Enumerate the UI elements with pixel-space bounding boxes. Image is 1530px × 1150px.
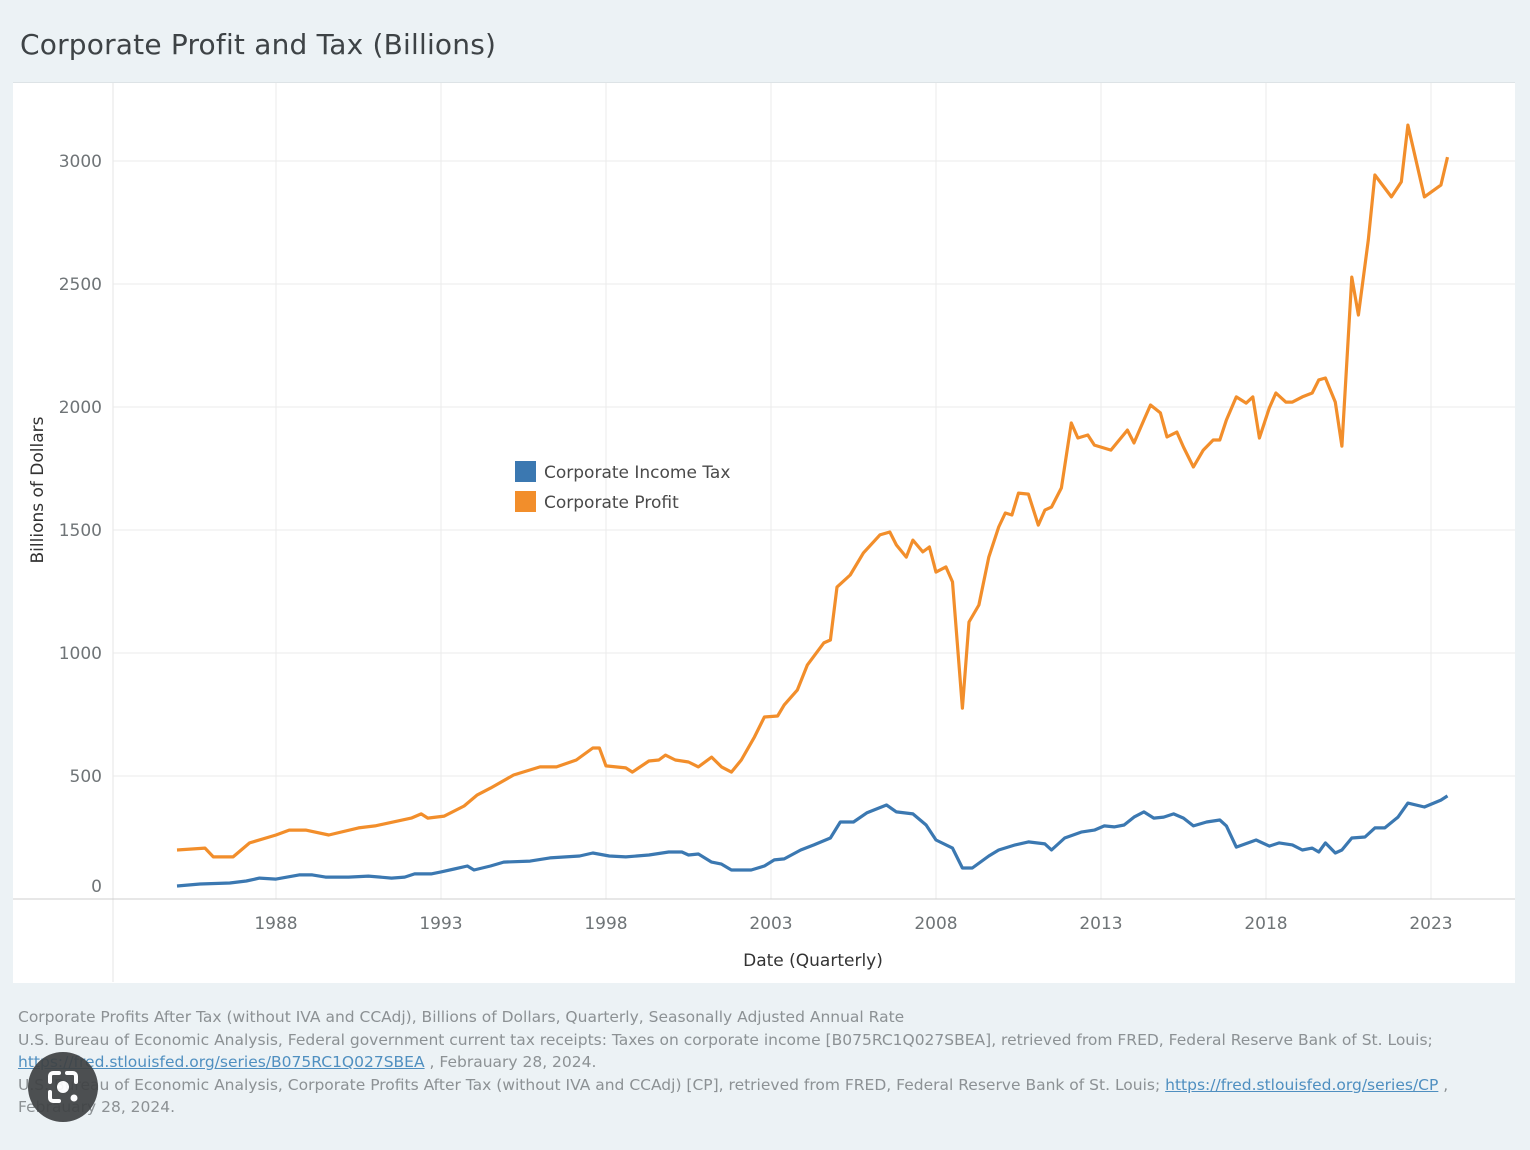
footer-text: U.S. Bureau of Economic Analysis, Corpor… [18, 1075, 1166, 1094]
x-tick-label: 2013 [1079, 914, 1122, 934]
series-line-corporate-income-tax [176, 794, 1449, 888]
y-tick-label: 500 [70, 767, 102, 787]
x-tick-label: 1993 [419, 914, 462, 934]
footer-text: , [1438, 1075, 1449, 1094]
y-tick-label: 1000 [59, 644, 102, 664]
x-tick-label: 2018 [1244, 914, 1287, 934]
chart-title: Corporate Profit and Tax (Billions) [20, 28, 497, 61]
footer-line: U.S. Bureau of Economic Analysis, Federa… [18, 1030, 1433, 1049]
legend: Corporate Income Tax Corporate Profit [515, 461, 730, 513]
x-tick-label: 2008 [914, 914, 957, 934]
camera-glyph [48, 1071, 78, 1103]
x-tick-label: 2003 [749, 914, 792, 934]
legend-swatch [515, 491, 536, 512]
legend-swatch [515, 461, 536, 482]
x-tick-label: 2023 [1409, 914, 1452, 934]
y-tick-label: 3000 [59, 152, 102, 172]
source-notes: Corporate Profits After Tax (without IVA… [18, 1006, 1448, 1119]
x-axis-label: Date (Quarterly) [743, 951, 883, 971]
y-tick-label: 1500 [59, 521, 102, 541]
chart-panel [13, 82, 1515, 983]
footer-line: Corporate Profits After Tax (without IVA… [18, 1008, 905, 1026]
line-chart: 1988 1993 1998 2003 2008 2013 2018 2023 0 500 1000… [13, 83, 1515, 982]
lens-camera-icon[interactable] [28, 1052, 98, 1122]
legend-label: Corporate Income Tax [544, 463, 730, 483]
y-axis-label: Billions of Dollars [28, 416, 48, 563]
source-link-profit[interactable]: https://fred.stlouisfed.org/series/CP [1165, 1075, 1439, 1094]
x-tick-label: 1988 [254, 914, 297, 934]
source-link-tax[interactable]: https://fred.stlouisfed.org/series/B075R… [18, 1053, 425, 1071]
footer-text: , Febrauary 28, 2024. [424, 1053, 597, 1071]
legend-label: Corporate Profit [544, 493, 679, 513]
x-tick-label: 1998 [584, 914, 627, 934]
footer-line: Febrauary 28, 2024. [18, 1098, 176, 1116]
footer-line: U.S. Bureau of Economic Analysis, Corpor… [18, 1074, 1448, 1097]
y-tick-label: 2500 [59, 275, 102, 295]
y-tick-label: 2000 [59, 398, 102, 418]
series-line-corporate-profit [176, 123, 1450, 859]
y-tick-label: 0 [91, 877, 102, 897]
footer-line: https://fred.stlouisfed.org/series/B075R… [18, 1051, 1448, 1074]
